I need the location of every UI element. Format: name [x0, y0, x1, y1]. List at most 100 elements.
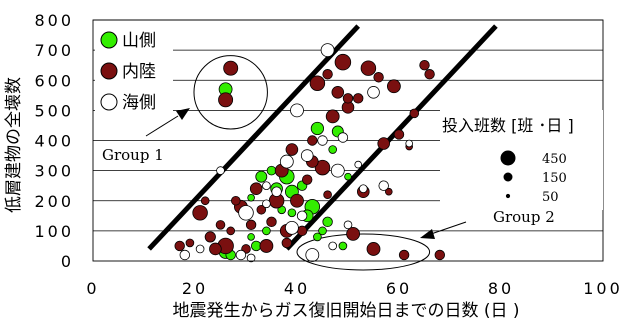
- data-point: [287, 208, 297, 218]
- data-point: [216, 166, 225, 175]
- group1-arrow: [145, 115, 179, 137]
- data-point: [204, 231, 216, 243]
- y-tick-label: 300: [34, 162, 74, 181]
- reference-lines: [147, 24, 498, 251]
- data-point: [238, 205, 254, 221]
- data-point: [179, 249, 191, 261]
- x-tick-label: 40: [284, 279, 310, 298]
- data-point: [310, 121, 324, 136]
- group2-arrowhead: [420, 229, 435, 239]
- y-tick-label: 800: [34, 11, 74, 30]
- data-point: [271, 186, 282, 197]
- data-point: [338, 241, 348, 251]
- legend-label: 内陸: [122, 62, 156, 82]
- y-tick-label: 600: [34, 71, 74, 90]
- size-legend-label: 50: [542, 190, 559, 205]
- data-point: [185, 238, 195, 248]
- data-point: [223, 60, 239, 76]
- group1-label: Group 1: [102, 146, 164, 164]
- data-points: [174, 43, 446, 263]
- data-point: [262, 181, 271, 191]
- y-tick-label: 400: [34, 132, 74, 151]
- group2-label: Group 2: [493, 208, 555, 226]
- data-point: [249, 182, 263, 195]
- data-point: [378, 180, 389, 191]
- data-point: [398, 249, 410, 261]
- annotations: Group 1 Group 2: [102, 55, 555, 271]
- data-point: [393, 129, 405, 140]
- y-tick-label: 500: [34, 101, 74, 120]
- legend-swatch: [100, 62, 118, 80]
- data-point: [334, 53, 352, 71]
- reference-line: [284, 24, 498, 251]
- data-point: [323, 190, 332, 200]
- y-tick-label: 0: [61, 252, 74, 271]
- x-tick-label: 80: [488, 279, 514, 298]
- data-point: [317, 135, 328, 146]
- data-point: [245, 219, 257, 231]
- size-legend-box: [440, 110, 603, 210]
- legend-swatch: [100, 31, 118, 49]
- data-point: [259, 239, 274, 253]
- x-axis-title: 地震発生からガス復旧開始日までの日数 (日 ): [172, 301, 519, 321]
- data-point: [247, 233, 255, 241]
- group1-circle: [193, 55, 268, 130]
- data-point: [358, 184, 368, 194]
- data-point: [409, 108, 420, 119]
- data-point: [200, 196, 210, 206]
- size-legend-marker: [503, 172, 513, 182]
- data-point: [386, 79, 401, 94]
- reference-line: [147, 24, 361, 251]
- data-point: [192, 205, 208, 221]
- data-point: [337, 132, 349, 143]
- size-legend-title: 投入班数 [班 ･日 ]: [442, 116, 574, 135]
- data-point: [320, 43, 335, 58]
- data-point: [305, 248, 320, 262]
- data-point: [328, 145, 338, 154]
- axis-layer: 0 100 200 300 400 500 600 700 800 0 20 40 60 80 100: [34, 11, 623, 298]
- group2-arrow: [430, 221, 467, 235]
- group1-arrowhead: [176, 108, 190, 120]
- size-legend: 投入班数 [班 ･日 ] 450 150 50: [440, 110, 603, 210]
- y-tick-label: 100: [34, 222, 74, 241]
- group2-ellipse: [296, 233, 431, 271]
- data-point: [354, 160, 362, 169]
- data-point: [226, 226, 236, 236]
- data-point: [290, 193, 304, 208]
- data-point: [367, 86, 380, 99]
- data-point: [424, 69, 435, 80]
- data-point: [314, 159, 331, 176]
- data-point: [262, 226, 271, 236]
- data-point: [247, 193, 255, 202]
- data-point: [331, 86, 345, 99]
- data-point: [209, 242, 222, 256]
- data-point: [328, 241, 338, 251]
- x-tick-label: 60: [386, 279, 412, 298]
- data-point: [322, 69, 333, 80]
- x-tick-label: 0: [86, 279, 99, 298]
- data-point: [309, 75, 326, 91]
- data-point: [256, 205, 267, 215]
- x-tick-label: 100: [583, 279, 623, 298]
- data-point: [377, 137, 390, 150]
- y-axis-title: 低層建物の全壊数: [4, 77, 24, 213]
- data-point: [352, 93, 364, 104]
- data-point: [344, 172, 352, 181]
- data-point: [373, 72, 384, 83]
- data-point: [255, 170, 268, 183]
- data-point: [284, 220, 299, 235]
- data-point: [296, 210, 308, 222]
- data-point: [246, 253, 256, 263]
- y-tick-label: 700: [34, 41, 74, 60]
- data-point: [215, 220, 226, 230]
- data-point: [346, 226, 361, 241]
- data-point: [218, 92, 234, 108]
- data-point: [195, 244, 205, 254]
- data-point: [174, 240, 185, 252]
- data-point: [300, 149, 314, 162]
- data-point: [266, 165, 277, 176]
- data-point: [419, 59, 430, 71]
